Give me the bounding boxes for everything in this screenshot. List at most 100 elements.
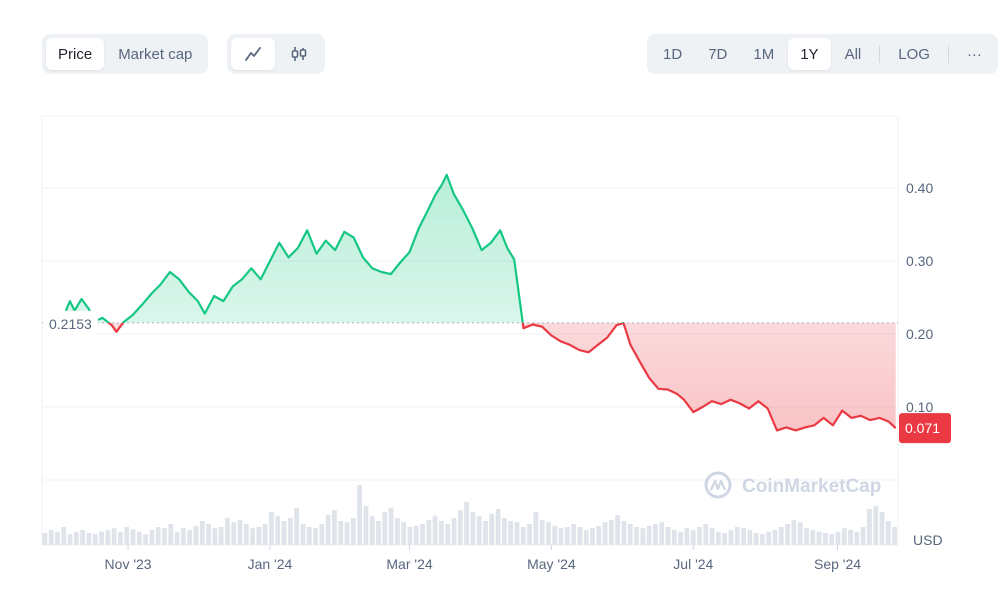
volume-bar bbox=[703, 524, 709, 545]
volume-bar bbox=[105, 530, 111, 545]
volume-bar bbox=[413, 525, 419, 545]
plot-frame bbox=[41, 115, 899, 546]
volume-bar bbox=[722, 533, 728, 545]
currency-label: USD bbox=[913, 532, 943, 548]
more-options-button[interactable]: ··· bbox=[966, 45, 982, 63]
volume-bar bbox=[564, 527, 570, 545]
coinmarketcap-logo-icon bbox=[704, 471, 732, 499]
volume-bar bbox=[80, 530, 86, 545]
volume-bar bbox=[476, 516, 482, 545]
line-chart-button[interactable] bbox=[231, 38, 275, 70]
volume-bar bbox=[86, 533, 92, 545]
volume-bar bbox=[684, 528, 690, 545]
volume-bar bbox=[451, 518, 457, 545]
volume-bar bbox=[174, 531, 180, 545]
volume-bar bbox=[848, 530, 853, 545]
candlestick-button[interactable] bbox=[277, 38, 321, 70]
volume-bar bbox=[753, 533, 759, 545]
volume-bar bbox=[508, 521, 514, 545]
volume-bar bbox=[432, 516, 438, 545]
volume-bar bbox=[118, 531, 123, 545]
volume-bar bbox=[867, 509, 872, 545]
volume-bar bbox=[728, 530, 734, 545]
x-tick-label: May '24 bbox=[527, 556, 576, 572]
volume-bar bbox=[130, 529, 136, 545]
volume-bar bbox=[262, 524, 268, 545]
current-price-tag: 0.071 bbox=[899, 413, 951, 444]
volume-bar bbox=[187, 530, 193, 545]
volume-bar bbox=[382, 512, 388, 545]
candlestick-icon bbox=[291, 47, 307, 61]
volume-bar bbox=[231, 522, 237, 545]
volume-bar bbox=[854, 531, 860, 545]
volume-bar bbox=[275, 516, 281, 545]
y-tick-label: 0.20 bbox=[906, 326, 933, 342]
y-tick-label: 0.30 bbox=[906, 253, 933, 269]
volume-bar bbox=[678, 531, 683, 545]
volume-bar bbox=[634, 527, 639, 545]
volume-bar bbox=[313, 528, 318, 545]
volume-bar bbox=[596, 525, 602, 545]
range-1y-button[interactable]: 1Y bbox=[788, 38, 831, 70]
x-tick-label: Jul '24 bbox=[673, 556, 713, 572]
volume-bar bbox=[136, 531, 142, 545]
tab-market-cap[interactable]: Market cap bbox=[118, 45, 193, 63]
volume-bar bbox=[552, 525, 558, 545]
range-1d-button[interactable]: 1D bbox=[663, 45, 683, 63]
volume-bar bbox=[766, 531, 772, 545]
volume-bar bbox=[199, 521, 205, 545]
volume-bar bbox=[829, 534, 835, 545]
tab-price[interactable]: Price bbox=[46, 38, 105, 70]
current-price-badge bbox=[899, 413, 951, 444]
range-all-button[interactable]: All bbox=[844, 45, 862, 63]
divider bbox=[947, 45, 949, 63]
volume-bar bbox=[155, 527, 161, 545]
volume-bar bbox=[646, 525, 652, 545]
volume-bar bbox=[734, 527, 740, 545]
volume-bar bbox=[892, 527, 897, 545]
volume-bar bbox=[520, 527, 526, 545]
volume-bar bbox=[369, 516, 375, 545]
range-1m-button[interactable]: 1M bbox=[753, 45, 775, 63]
volume-bar bbox=[73, 531, 79, 545]
volume-bar bbox=[332, 510, 337, 545]
volume-bar bbox=[67, 534, 73, 545]
volume-bar bbox=[300, 524, 306, 545]
volume-bar bbox=[533, 512, 539, 545]
volume-bar bbox=[357, 485, 362, 545]
volume-bar bbox=[741, 528, 746, 545]
volume-bar bbox=[149, 530, 155, 545]
volume-bar bbox=[577, 527, 583, 545]
volume-bar bbox=[394, 518, 400, 545]
volume-bar bbox=[835, 531, 841, 545]
x-tick-label: Jan '24 bbox=[248, 556, 293, 572]
volume-bar bbox=[665, 527, 671, 545]
price-line-up bbox=[46, 173, 625, 323]
chart-type-toggle bbox=[227, 34, 325, 74]
volume-bar bbox=[99, 531, 104, 545]
volume-bar bbox=[48, 530, 54, 545]
volume-bar bbox=[747, 530, 753, 545]
volume-bar bbox=[841, 528, 847, 545]
volume-bar bbox=[558, 528, 564, 545]
x-tick-label: Nov '23 bbox=[105, 556, 152, 572]
reference-price-tag: 0.2153 bbox=[43, 310, 98, 335]
range-7d-button[interactable]: 7D bbox=[708, 45, 728, 63]
volume-bar bbox=[608, 519, 614, 545]
volume-bar bbox=[470, 512, 476, 545]
volume-bar bbox=[180, 528, 186, 545]
volume-bar bbox=[407, 527, 413, 545]
volume-bar bbox=[376, 521, 381, 545]
watermark: CoinMarketCap bbox=[704, 471, 881, 499]
volume-bar bbox=[822, 533, 828, 545]
volume-bar bbox=[627, 524, 633, 545]
volume-bar bbox=[489, 513, 495, 545]
area-below-reference bbox=[108, 322, 896, 431]
current-price-text: 0.071 bbox=[905, 420, 940, 436]
log-scale-button[interactable]: LOG bbox=[898, 45, 930, 63]
volume-bar bbox=[640, 528, 646, 545]
volume-bar bbox=[388, 507, 394, 545]
volume-bar bbox=[143, 534, 148, 545]
volume-bar bbox=[124, 527, 130, 545]
price-line-down bbox=[107, 322, 897, 432]
